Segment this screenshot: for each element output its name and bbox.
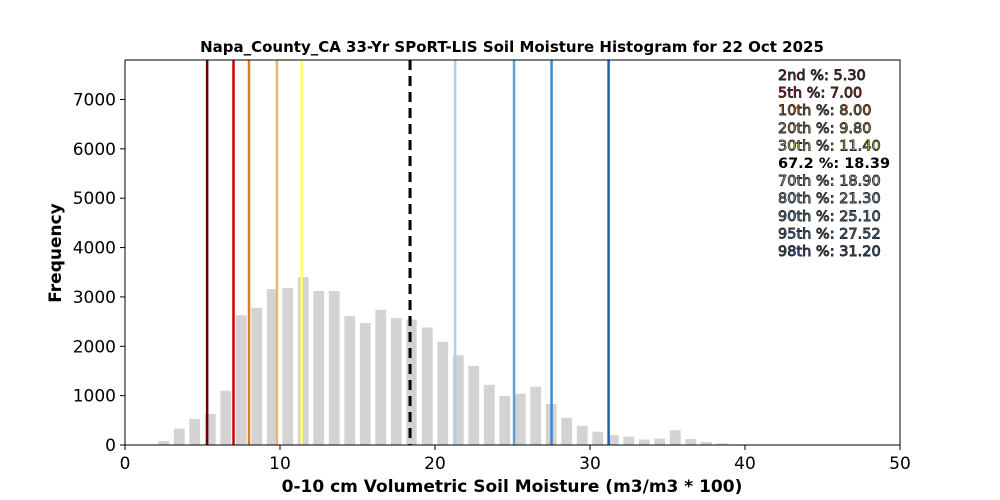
legend-entry: 67.2 %: 18.39 — [778, 156, 890, 172]
y-tick-label: 6000 — [73, 140, 116, 160]
histogram-bar — [158, 441, 170, 445]
y-tick-label: 3000 — [73, 288, 116, 308]
histogram-bar — [204, 413, 216, 445]
legend-entry: 70th %: 18.90 — [778, 174, 881, 190]
histogram-bar — [452, 355, 464, 445]
histogram-bar — [220, 390, 232, 445]
x-tick-label: 10 — [269, 454, 291, 474]
x-axis-label: 0-10 cm Volumetric Soil Moisture (m3/m3 … — [282, 477, 743, 497]
histogram-bar — [623, 436, 635, 445]
histogram-bar — [638, 439, 650, 445]
x-axis-ticks: 0 10 20 30 40 50 — [120, 445, 911, 474]
histogram-bar — [499, 396, 511, 445]
legend-entry: 5th %: 7.00 — [778, 86, 862, 102]
y-axis-label: Frequency — [46, 203, 66, 303]
histogram-bar — [328, 291, 340, 445]
histogram-bar — [235, 315, 247, 445]
histogram-bar — [530, 386, 542, 445]
histogram-bar — [406, 319, 418, 445]
y-tick-label: 1000 — [73, 387, 116, 407]
histogram-bar — [483, 384, 495, 445]
legend-entry: 95th %: 27.52 — [778, 226, 881, 242]
legend-entry: 2nd %: 5.30 — [778, 68, 866, 84]
legend-entry: 98th %: 31.20 — [778, 244, 881, 260]
y-axis-ticks: 0 1000 2000 3000 4000 5000 6000 7000 — [73, 90, 125, 456]
histogram-bar — [654, 438, 666, 445]
percentile-lines-group — [205, 60, 610, 445]
histogram-bar — [282, 288, 294, 445]
y-tick-label: 2000 — [73, 337, 116, 357]
histogram-bar — [561, 417, 573, 445]
x-tick-label: 20 — [424, 454, 446, 474]
histogram-bar — [592, 431, 604, 445]
histogram-bar — [189, 418, 201, 445]
histogram-bar — [576, 425, 588, 445]
histogram-bar — [173, 428, 185, 445]
histogram-bar — [266, 289, 278, 445]
histogram-bar — [437, 341, 449, 445]
x-tick-label: 30 — [579, 454, 601, 474]
histogram-bar — [685, 439, 697, 445]
histogram-bar — [344, 316, 356, 445]
histogram-bar — [390, 318, 402, 445]
histogram-bar — [700, 442, 712, 445]
histogram-bar — [514, 393, 526, 445]
x-tick-label: 40 — [734, 454, 756, 474]
histogram-bar — [251, 307, 263, 445]
bars-group — [158, 277, 774, 445]
x-tick-label: 50 — [889, 454, 911, 474]
histogram-bar — [297, 277, 309, 445]
y-tick-label: 4000 — [73, 239, 116, 259]
plot-frame — [124, 59, 901, 446]
histogram-bar — [313, 291, 325, 445]
legend-entry: 30th %: 11.40 — [778, 138, 881, 154]
x-tick-label: 0 — [120, 454, 131, 474]
legend-entry: 90th %: 25.10 — [778, 209, 881, 225]
chart-title: Napa_County_CA 33-Yr SPoRT-LIS Soil Mois… — [200, 38, 824, 56]
histogram-bar — [375, 309, 387, 445]
histogram-bar — [607, 435, 619, 445]
histogram-bar — [421, 327, 433, 445]
histogram-bar — [669, 430, 681, 445]
histogram-bar — [359, 323, 371, 445]
legend-entry: 20th %: 9.80 — [778, 121, 872, 137]
legend-entry: 80th %: 21.30 — [778, 191, 881, 207]
legend-entry: 10th %: 8.00 — [778, 103, 872, 119]
histogram-bar — [468, 366, 480, 445]
histogram-bar — [716, 443, 728, 445]
y-tick-label: 5000 — [73, 189, 116, 209]
y-tick-label: 7000 — [73, 90, 116, 110]
y-tick-label: 0 — [105, 436, 116, 456]
